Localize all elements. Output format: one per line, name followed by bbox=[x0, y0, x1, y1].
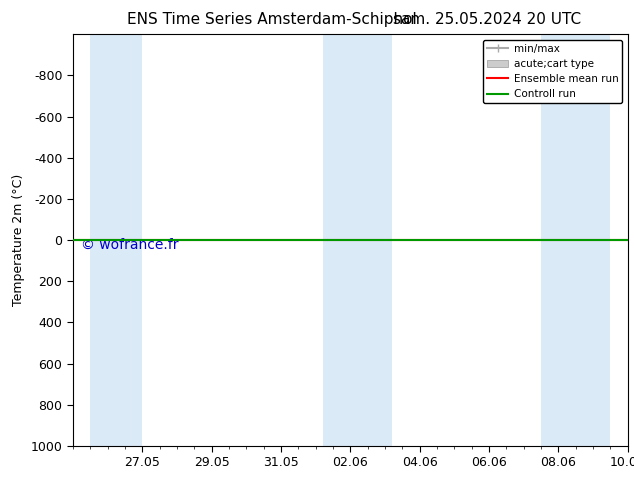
Bar bbox=[323, 34, 392, 446]
Text: ENS Time Series Amsterdam-Schiphol: ENS Time Series Amsterdam-Schiphol bbox=[127, 12, 417, 27]
Bar bbox=[90, 34, 142, 446]
Bar bbox=[541, 34, 611, 446]
Text: sam. 25.05.2024 20 UTC: sam. 25.05.2024 20 UTC bbox=[393, 12, 581, 27]
Legend: min/max, acute;cart type, Ensemble mean run, Controll run: min/max, acute;cart type, Ensemble mean … bbox=[483, 40, 623, 103]
Text: © wofrance.fr: © wofrance.fr bbox=[81, 238, 179, 252]
Y-axis label: Temperature 2m (°C): Temperature 2m (°C) bbox=[12, 174, 25, 306]
